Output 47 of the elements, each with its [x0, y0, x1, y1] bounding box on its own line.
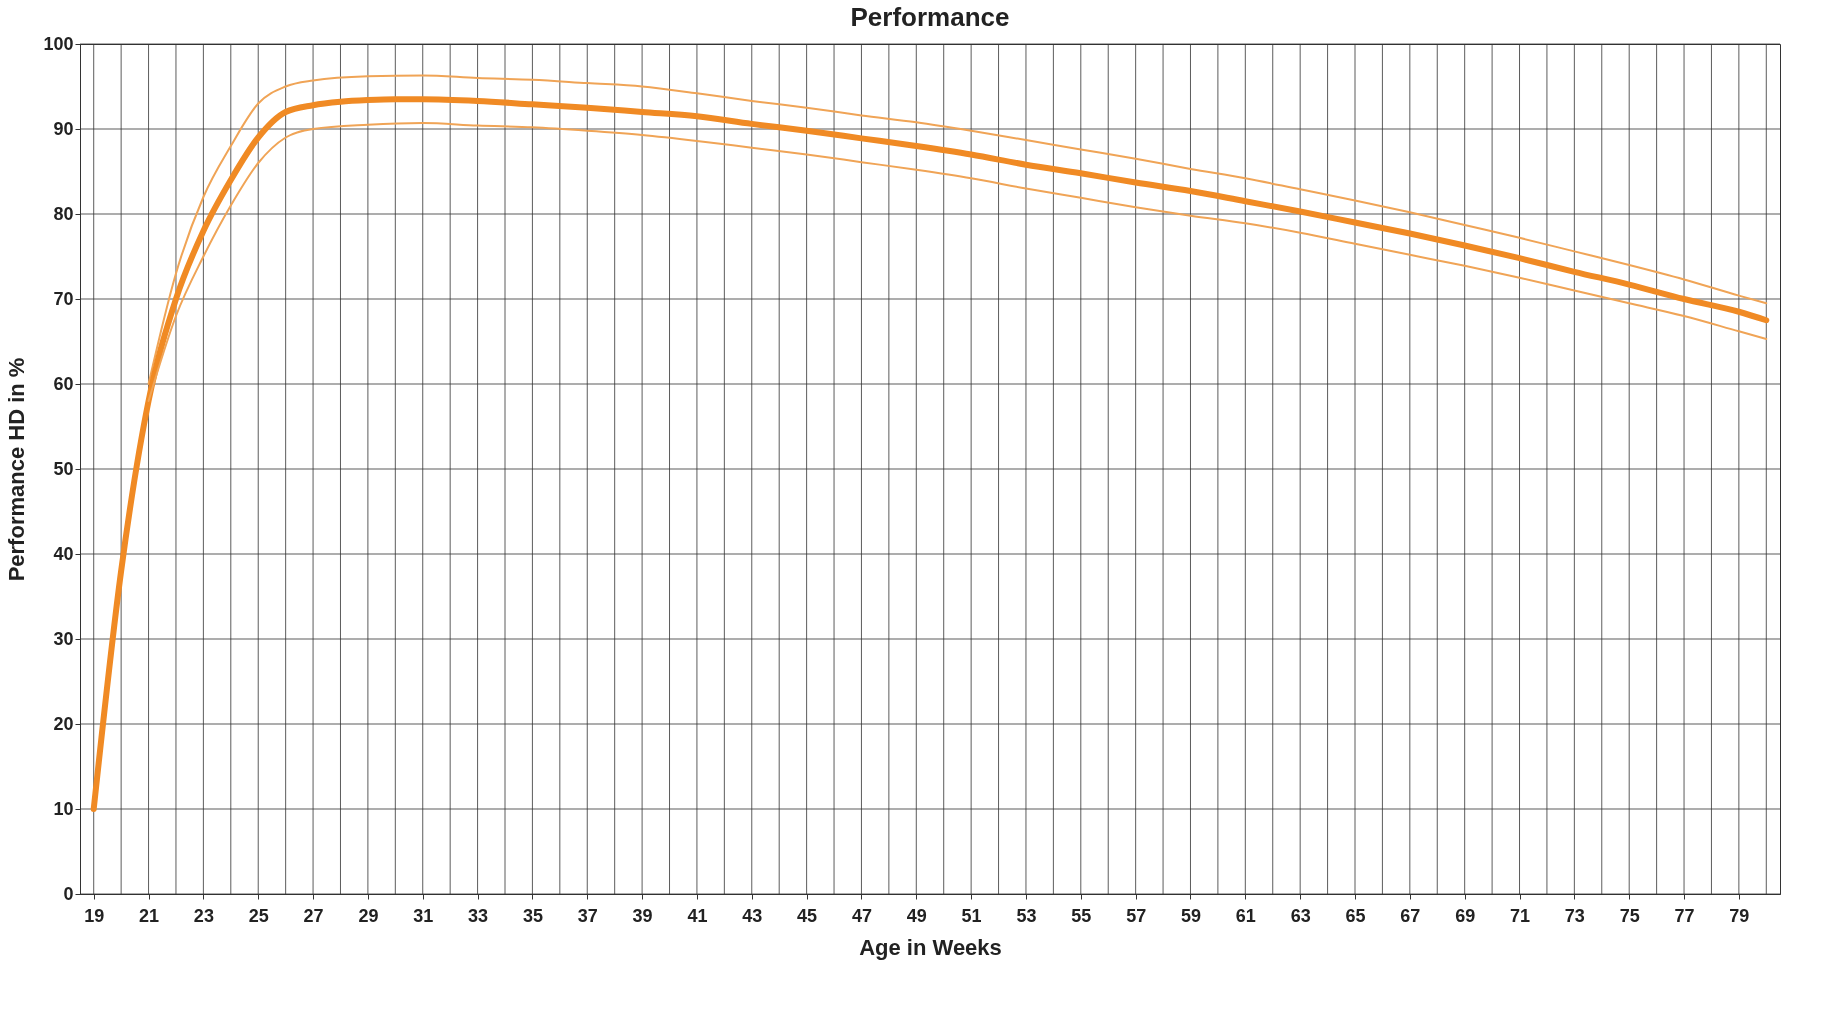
x-tick-label: 49	[906, 905, 927, 926]
x-tick-label: 35	[522, 905, 543, 926]
y-tick-label: 30	[53, 628, 74, 649]
y-tick-label: 0	[63, 883, 74, 904]
x-tick-label: 31	[413, 905, 434, 926]
y-tick-label: 80	[53, 203, 74, 224]
x-tick-label: 39	[632, 905, 653, 926]
y-tick-label: 40	[53, 543, 74, 564]
x-tick-label: 71	[1510, 905, 1531, 926]
x-tick-label: 29	[358, 905, 379, 926]
y-tick-label: 90	[53, 118, 74, 139]
x-tick-label: 21	[139, 905, 160, 926]
y-tick-label: 60	[53, 373, 74, 394]
x-tick-label: 75	[1619, 905, 1640, 926]
x-tick-label: 77	[1674, 905, 1695, 926]
x-tick-label: 57	[1126, 905, 1147, 926]
x-tick-label: 65	[1345, 905, 1366, 926]
y-tick-label: 20	[53, 713, 74, 734]
line-series	[147, 74, 1768, 385]
y-tick-label: 70	[53, 288, 74, 309]
x-tick-label: 69	[1455, 905, 1476, 926]
x-tick-label: 47	[851, 905, 872, 926]
x-axis-title: Age in Weeks	[859, 934, 1002, 960]
x-tick-label: 61	[1235, 905, 1256, 926]
x-tick-label: 67	[1400, 905, 1421, 926]
x-tick-label: 27	[303, 905, 324, 926]
x-tick-label: 53	[1016, 905, 1037, 926]
y-tick-label: 50	[53, 458, 74, 479]
x-tick-label: 37	[577, 905, 598, 926]
x-tick-label: 55	[1071, 905, 1092, 926]
x-tick-label: 79	[1729, 905, 1750, 926]
chart-title: Performance	[850, 2, 1010, 32]
x-tick-label: 33	[468, 905, 489, 926]
y-axis-title: Performance HD in %	[4, 357, 30, 582]
line-series	[147, 122, 1768, 402]
x-tick-label: 45	[797, 905, 818, 926]
x-tick-label: 41	[687, 905, 708, 926]
x-tick-label: 73	[1564, 905, 1585, 926]
x-tick-label: 25	[248, 905, 269, 926]
x-tick-label: 51	[961, 905, 982, 926]
x-tick-label: 59	[1180, 905, 1201, 926]
x-tick-label: 19	[84, 905, 105, 926]
y-tick-label: 100	[43, 33, 74, 54]
x-tick-label: 63	[1290, 905, 1311, 926]
x-tick-label: 23	[193, 905, 214, 926]
x-tick-label: 43	[742, 905, 763, 926]
y-tick-label: 10	[53, 798, 74, 819]
